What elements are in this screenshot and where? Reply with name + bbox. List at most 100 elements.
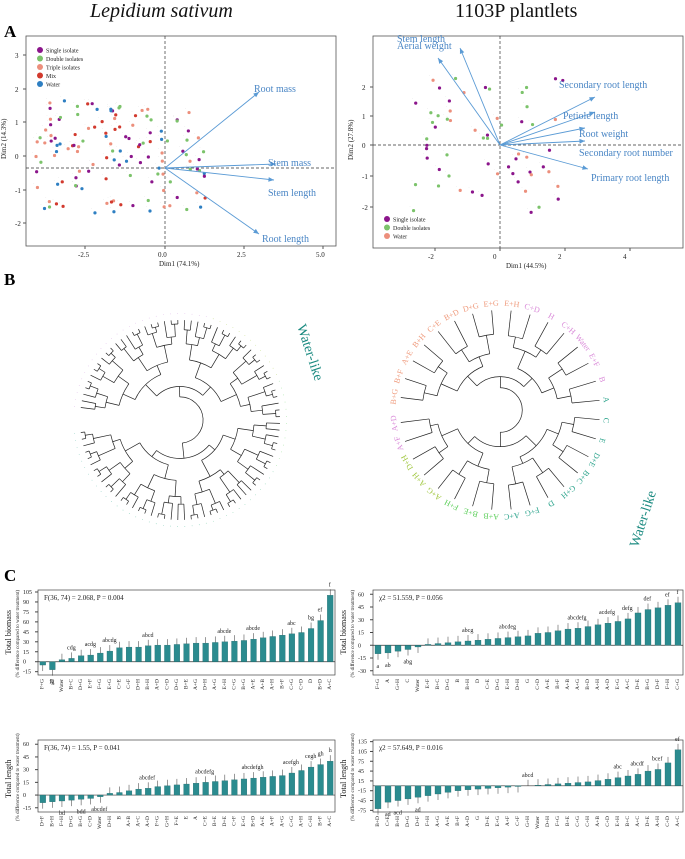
bar-tl-x-label: B+G <box>241 679 247 690</box>
dendro-left-branch <box>112 360 124 371</box>
pca-left-point-label: · <box>69 140 70 144</box>
pca-right-point <box>541 165 545 169</box>
pca-left-point-label: · <box>37 156 38 160</box>
pca-left-point <box>159 129 163 133</box>
dendro-left-branch <box>229 336 236 346</box>
dendro-left-branch <box>262 413 276 415</box>
bar-bl-sig-letter: abcdef <box>139 774 155 781</box>
pca-left-point <box>104 131 108 135</box>
bar-tr-ytick-label: 60 <box>358 592 364 598</box>
bar-br-bar <box>514 785 522 787</box>
pca-left-point-label: · <box>91 121 92 125</box>
dendro-left-leaf-label: · <box>121 506 125 511</box>
bar-bl-bar <box>78 794 85 800</box>
pca-left-point-label: · <box>32 151 33 155</box>
dendro-left-branch <box>225 494 231 502</box>
bar-br-bar <box>574 782 582 786</box>
pca-right-ytick-label: 1 <box>362 113 366 121</box>
pca-left-point-label: · <box>64 143 65 147</box>
pca-left-point <box>133 114 138 118</box>
dendro-left-leaf-label: · <box>278 450 283 453</box>
dendro-left-branch <box>151 450 157 457</box>
bar-bl-bar <box>250 777 257 796</box>
dendro-left-branch <box>219 501 225 511</box>
dendro-left-branch <box>182 442 185 459</box>
pca-left-point <box>43 141 47 145</box>
bar-tr-x-label: G+H <box>395 679 401 690</box>
bar-br-bar <box>654 769 662 786</box>
dendro-left-branch <box>98 466 107 472</box>
pca-left-point <box>74 176 78 180</box>
pca-right-point <box>429 111 433 115</box>
bar-tl-x-label: C+E <box>116 678 122 689</box>
dendro-right-branch <box>571 431 596 440</box>
bar-tl-bar <box>269 636 276 662</box>
pca-left-point-label: · <box>183 204 184 208</box>
pca-left-point <box>35 140 39 144</box>
dendro-left-branch <box>134 483 142 496</box>
dendro-left-arc <box>139 507 147 511</box>
dendro-left-branch <box>185 329 188 344</box>
dendro-left-branch <box>101 473 112 483</box>
dendro-left-branch <box>151 333 158 348</box>
bar-br-ytick-label: -15 <box>358 789 366 795</box>
bar-bl-ytick-label: 60 <box>23 742 29 748</box>
dendro-left-branch <box>252 435 266 440</box>
pca-left-point-label: · <box>139 137 140 141</box>
pca-right-point <box>448 118 453 123</box>
pca-left-point <box>77 169 82 173</box>
dendro-right-branch <box>412 446 436 460</box>
dendro-left-branch <box>201 460 211 477</box>
dendro-right-leaf-label: Water <box>573 333 592 354</box>
bar-br-x-label: D+G <box>405 816 411 827</box>
dendro-right-branch <box>525 435 537 446</box>
pca-right-point <box>445 153 449 157</box>
pca-left-point-label: · <box>146 127 147 131</box>
pca-left-point <box>127 136 131 141</box>
bar-br-x-label: F+H <box>425 816 431 826</box>
pca-left-point <box>76 112 80 117</box>
dendro-left-leaf-label: · <box>104 493 109 498</box>
bar-tr-bar <box>404 645 412 650</box>
dendro-left-branch <box>256 477 261 481</box>
pca-left-xtick-label: 2.5 <box>237 251 246 259</box>
dendro-left-branch <box>203 327 208 339</box>
pca-right-point <box>433 125 437 129</box>
dendro-left-arc <box>245 465 251 473</box>
pca-left-point-label: · <box>59 200 60 204</box>
pca-left-point <box>114 113 118 117</box>
bar-bl-ytick-label: -15 <box>23 806 31 812</box>
bar-tr-sig-letter: ef <box>665 591 670 598</box>
pca-right-point <box>537 205 541 209</box>
pca-right-point-label: · <box>512 153 513 157</box>
dendro-left-branch <box>167 495 170 503</box>
bar-tl-x-label: B+D <box>318 679 324 690</box>
pca-left-point-label: · <box>159 168 160 172</box>
bar-br-bar <box>504 785 512 788</box>
dendro-left-branch <box>250 465 265 475</box>
bar-br-bar <box>644 770 652 786</box>
pca-right-point <box>529 210 533 214</box>
dendro-left-leaf-label: · <box>275 457 280 461</box>
pca-left-point <box>117 106 121 110</box>
dendro-left-branch <box>106 401 120 406</box>
bar-bl-x-label: D+H <box>107 816 113 827</box>
bar-bl-bar <box>39 794 46 803</box>
pca-right-point-label: · <box>460 87 461 91</box>
bar-tr-x-label: E+G <box>615 679 621 689</box>
pca-left-point-label: · <box>197 201 198 205</box>
pca-left-point-label: · <box>184 125 185 129</box>
bar-tr-bar <box>444 642 452 646</box>
dendro-left-branch <box>227 470 240 483</box>
bar-tr-x-label: G <box>525 679 531 683</box>
bar-tl-ytick-label: 30 <box>23 640 29 646</box>
dendro-left-branch <box>90 374 101 381</box>
pca-left-point <box>117 163 121 167</box>
dendro-right-leaf-label: C+H <box>559 320 577 337</box>
dendro-left-branch <box>122 393 136 400</box>
dendro-right-branch <box>566 445 589 458</box>
dendro-right-arc <box>511 457 533 468</box>
bar-br-bar <box>624 775 632 786</box>
bar-br-bar <box>664 762 672 786</box>
bar-br-x-label: D+E <box>485 815 491 826</box>
